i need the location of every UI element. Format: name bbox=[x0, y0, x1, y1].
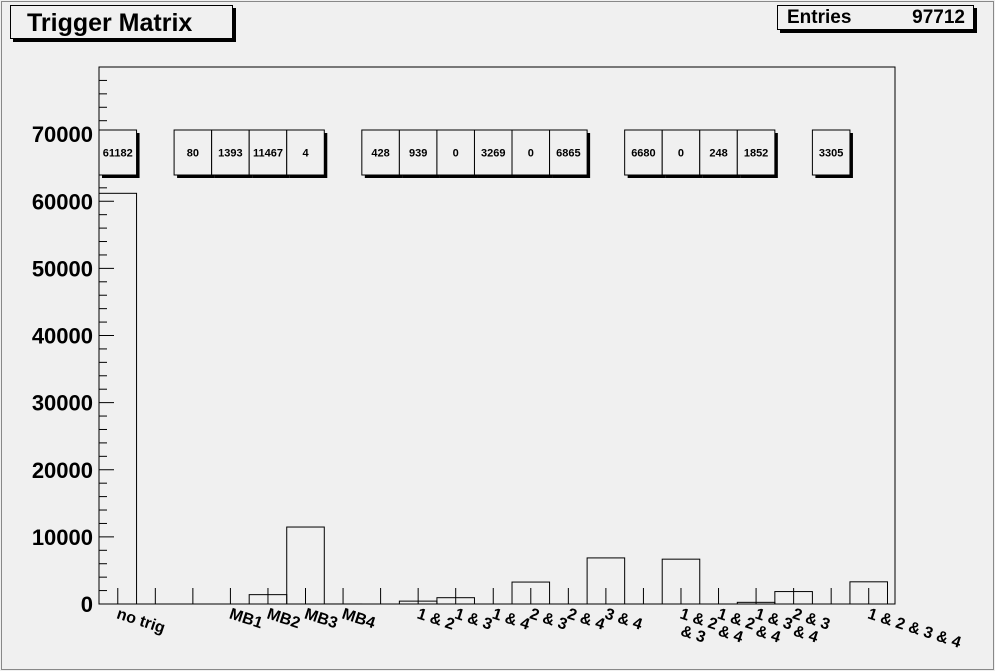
x-category-label-text: & 4 bbox=[716, 623, 745, 647]
value-box bbox=[699, 129, 738, 176]
bin-value-label: 3269 bbox=[481, 148, 505, 160]
value-box bbox=[436, 129, 475, 176]
x-category-label: 1 & 4 bbox=[490, 606, 532, 634]
bin-value-label: 6865 bbox=[556, 148, 580, 160]
x-category-label: MB1 bbox=[227, 606, 264, 633]
bin-value-label: 939 bbox=[409, 148, 427, 160]
x-category-label-text: MB3 bbox=[302, 606, 339, 633]
x-category-label: 1 & 2& 3 bbox=[678, 606, 720, 647]
stats-entries-label: Entries bbox=[787, 7, 852, 28]
histogram-bar bbox=[774, 591, 813, 605]
histogram-bar bbox=[849, 581, 888, 605]
x-category-label-text: 1 & 4 bbox=[490, 606, 532, 634]
bin-value-label: 0 bbox=[678, 148, 684, 160]
bin-value-label: 80 bbox=[187, 148, 199, 160]
x-category-label-text: & 3 bbox=[679, 623, 708, 647]
bin-value-label: 428 bbox=[371, 148, 389, 160]
bin-value-label: 0 bbox=[528, 148, 534, 160]
histogram-bar bbox=[98, 192, 138, 605]
x-category-label: 2 & 3 bbox=[528, 606, 570, 634]
bin-value-label: 3305 bbox=[819, 148, 843, 160]
histogram-bar bbox=[511, 581, 551, 605]
x-category-label-text: no trig bbox=[115, 606, 168, 638]
y-tick-label: 70000 bbox=[32, 122, 93, 147]
y-tick-label: 60000 bbox=[32, 189, 93, 214]
x-category-label: MB2 bbox=[265, 606, 302, 633]
bin-value-label: 61182 bbox=[103, 148, 133, 160]
y-tick-label: 20000 bbox=[32, 458, 93, 483]
x-category-label: 2 & 3& 4 bbox=[790, 606, 832, 647]
value-box bbox=[473, 129, 513, 176]
x-category-label: 1 & 2& 4 bbox=[715, 606, 757, 647]
x-category-label: MB3 bbox=[302, 606, 339, 633]
value-box bbox=[661, 129, 701, 176]
value-box bbox=[398, 129, 438, 176]
x-category-label-text: & 4 bbox=[754, 623, 783, 647]
x-category-label-text: 3 & 4 bbox=[603, 606, 645, 634]
histogram-bar bbox=[661, 558, 701, 605]
y-tick-label: 0 bbox=[81, 592, 93, 617]
x-category-label-text: MB2 bbox=[265, 606, 302, 633]
bin-value-label: 1852 bbox=[744, 148, 768, 160]
chart-title: Trigger Matrix bbox=[27, 9, 193, 37]
value-box bbox=[248, 129, 288, 176]
y-tick-label: 10000 bbox=[32, 525, 93, 550]
x-category-label-text: 2 & 4 bbox=[565, 606, 607, 634]
value-box bbox=[549, 129, 588, 176]
chart-title-box: Trigger Matrix bbox=[10, 5, 233, 39]
x-category-label-text: 1 & 2 & 3 & 4 bbox=[865, 606, 963, 652]
x-category-label: 1 & 2 bbox=[415, 606, 457, 634]
bin-value-label: 0 bbox=[453, 148, 459, 160]
value-box bbox=[361, 129, 400, 176]
x-category-label-text: 2 & 3 bbox=[528, 606, 570, 634]
value-box bbox=[811, 129, 851, 176]
bin-value-label: 4 bbox=[302, 148, 309, 160]
y-tick-label: 50000 bbox=[32, 256, 93, 281]
bin-value-label: 248 bbox=[709, 148, 727, 160]
x-category-label: 1 & 3& 4 bbox=[753, 606, 795, 647]
x-category-label: 2 & 4 bbox=[565, 606, 607, 634]
x-category-label-text: MB4 bbox=[340, 606, 377, 633]
bin-value-label: 1393 bbox=[218, 148, 242, 160]
x-category-label: no trig bbox=[115, 606, 168, 638]
stats-entries-value: 97712 bbox=[912, 7, 965, 28]
x-category-label-text: 1 & 2 bbox=[415, 606, 457, 634]
value-box bbox=[211, 129, 250, 176]
x-category-label: MB4 bbox=[340, 606, 377, 633]
x-category-label-text: & 4 bbox=[791, 623, 820, 647]
x-category-label: 3 & 4 bbox=[603, 606, 645, 634]
bin-value-label: 11467 bbox=[253, 148, 283, 160]
x-category-label: 1 & 2 & 3 & 4 bbox=[865, 606, 963, 652]
histogram-bar bbox=[586, 557, 626, 605]
value-box bbox=[286, 129, 325, 176]
x-category-label-text: 1 & 3 bbox=[452, 606, 494, 634]
x-category-label: 1 & 3 bbox=[452, 606, 494, 634]
value-box bbox=[736, 129, 776, 176]
histogram-bar bbox=[286, 526, 325, 605]
y-tick-label: 30000 bbox=[32, 391, 93, 416]
stats-box: Entries 97712 bbox=[777, 5, 974, 30]
x-category-label-text: MB1 bbox=[227, 606, 264, 633]
histogram-bar bbox=[436, 597, 475, 605]
bin-value-label: 6680 bbox=[631, 148, 655, 160]
value-box bbox=[98, 129, 138, 176]
y-tick-label: 40000 bbox=[32, 324, 93, 349]
value-box bbox=[511, 129, 551, 176]
